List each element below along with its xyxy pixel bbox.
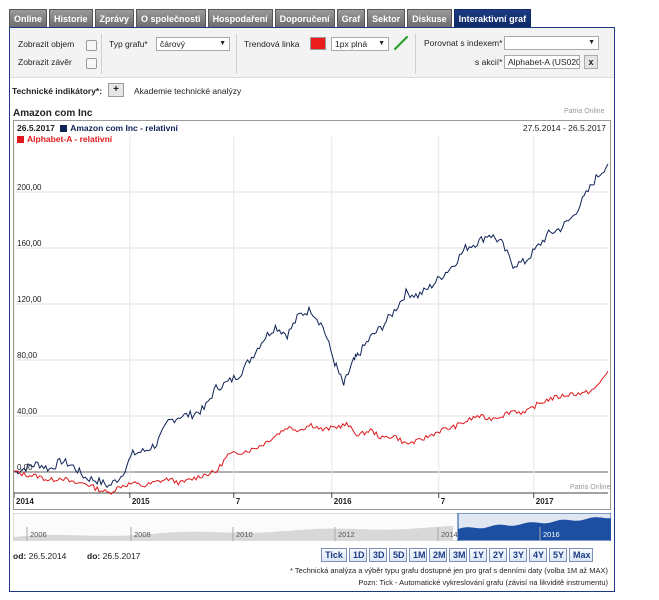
navigator-selection [457, 513, 611, 541]
tab-sektor[interactable]: Sektor [367, 9, 406, 27]
y-tick-label: 40,00 [17, 407, 38, 416]
chart-type-select[interactable]: čárový ▼ [156, 37, 230, 51]
interactive-chart-panel: Zobrazit objem Zobrazit závěr Typ grafu*… [9, 27, 615, 592]
range-button-max[interactable]: Max [569, 548, 593, 562]
add-indicator-button[interactable]: + [108, 83, 124, 97]
chart-title: Amazon com Inc [13, 108, 93, 119]
toolbar-divider [101, 34, 102, 74]
draw-trend-pen-icon[interactable] [393, 35, 409, 51]
trend-line-label: Trendová linka [244, 39, 300, 49]
show-close-label: Zobrazit závěr [18, 57, 72, 67]
tab-online[interactable]: Online [9, 9, 48, 27]
show-volume-label: Zobrazit objem [18, 39, 75, 49]
series-line-alphabet [14, 370, 609, 495]
chart-area[interactable]: 26.5.2017 Amazon com Inc - relativní 27.… [13, 120, 611, 510]
range-button-3d[interactable]: 3D [369, 548, 387, 562]
chart-toolbar: Zobrazit objem Zobrazit závěr Typ grafu*… [10, 28, 614, 78]
range-button-4y[interactable]: 4Y [529, 548, 547, 562]
y-tick-label: 120,00 [17, 295, 42, 304]
range-navigator[interactable]: 2006 2008 2010 2012 2014 2016 [13, 513, 611, 541]
technical-analysis-note: * Technická analýza a výběr typu grafu d… [290, 566, 608, 575]
technical-indicators-row: Technické indikátory*: + Akademie techni… [10, 78, 614, 102]
show-volume-checkbox[interactable] [86, 40, 97, 51]
y-tick-label: 160,00 [17, 239, 42, 248]
tab-o-spole-nosti[interactable]: O společnosti [136, 9, 206, 27]
range-button-3y[interactable]: 3Y [509, 548, 527, 562]
price-chart-svg: 0,00 40,00 80,00 120,00 160,00 200,00 2014 2015… [14, 137, 610, 506]
compare-stock-input[interactable]: Alphabet-A (US0207 [504, 55, 580, 69]
patria-watermark-bottom: Patria Online [570, 484, 610, 491]
clear-stock-button[interactable]: x [584, 55, 598, 69]
tab-doporu-en-[interactable]: Doporučení [274, 9, 335, 27]
y-tick-label: 200,00 [17, 183, 42, 192]
navigator-year-label: 2010 [236, 530, 253, 539]
compare-index-label: Porovnat s indexem* [424, 38, 503, 48]
chart-type-label: Typ grafu* [109, 39, 148, 49]
x-tick-label: 7 [236, 497, 241, 506]
alphabet-swatch [17, 135, 24, 143]
navigator-year-label: 2016 [543, 530, 560, 539]
x-tick-label: 2017 [536, 497, 554, 506]
tab-hospoda-en-[interactable]: Hospodaření [207, 9, 273, 27]
navigator-year-label: 2014 [441, 530, 458, 539]
legend-alphabet: Alphabet-A - relativní [17, 134, 112, 144]
navigator-year-label: 2008 [134, 530, 151, 539]
date-to[interactable]: do: 26.5.2017 [87, 551, 141, 561]
tab-diskuse[interactable]: Diskuse [407, 9, 452, 27]
range-button-3m[interactable]: 3M [449, 548, 467, 562]
navigator-year-label: 2006 [30, 530, 47, 539]
technical-indicators-label: Technické indikátory*: [12, 86, 103, 96]
toolbar-divider [236, 34, 237, 74]
range-button-1d[interactable]: 1D [349, 548, 367, 562]
amazon-swatch [60, 124, 68, 132]
show-close-checkbox[interactable] [86, 58, 97, 69]
patria-watermark: Patria Online [564, 108, 605, 115]
trend-style-select[interactable]: 1px plná ▼ [331, 37, 389, 51]
tab-historie[interactable]: Historie [49, 9, 93, 27]
technical-analysis-academy-link[interactable]: Akademie technické analýzy [134, 86, 242, 96]
chart-date-range: 27.5.2014 - 26.5.2017 [522, 123, 606, 133]
chevron-down-icon: ▼ [588, 39, 595, 46]
compare-stock-label: s akcií* [475, 57, 503, 67]
tab-graf[interactable]: Graf [336, 9, 366, 27]
range-button-5d[interactable]: 5D [389, 548, 407, 562]
range-button-tick[interactable]: Tick [321, 548, 347, 562]
range-button-1m[interactable]: 1M [409, 548, 427, 562]
tab-zpr-vy[interactable]: Zprávy [94, 9, 135, 27]
x-tick-label: 2016 [334, 497, 352, 506]
x-tick-label: 7 [441, 497, 446, 506]
legend-amazon: 26.5.2017 Amazon com Inc - relativní [17, 123, 178, 133]
x-tick-label: 2015 [132, 497, 150, 506]
toolbar-divider [415, 34, 416, 74]
compare-index-select[interactable]: ▼ [504, 36, 599, 50]
range-button-2y[interactable]: 2Y [489, 548, 507, 562]
tab-interaktivn-graf[interactable]: Interaktivní graf [453, 9, 532, 27]
series-line-amazon [14, 163, 609, 489]
chevron-down-icon: ▼ [219, 40, 226, 47]
y-tick-label: 0,00 [17, 463, 33, 472]
navigator-selected-area [458, 517, 611, 540]
x-tick-label: 2014 [16, 497, 34, 506]
navigator-year-label: 2012 [338, 530, 355, 539]
chevron-down-icon: ▼ [378, 40, 385, 47]
date-from[interactable]: od: 26.5.2014 [13, 551, 67, 561]
tab-bar: Online Historie Zprávy O společnosti Hospoda… [9, 9, 532, 27]
trend-color-picker[interactable] [310, 37, 326, 50]
range-button-5y[interactable]: 5Y [549, 548, 567, 562]
range-button-2m[interactable]: 2M [429, 548, 447, 562]
tick-note: Pozn: Tick - Automatické vykreslování gr… [358, 578, 608, 587]
y-tick-label: 80,00 [17, 351, 38, 360]
range-button-1y[interactable]: 1Y [469, 548, 487, 562]
